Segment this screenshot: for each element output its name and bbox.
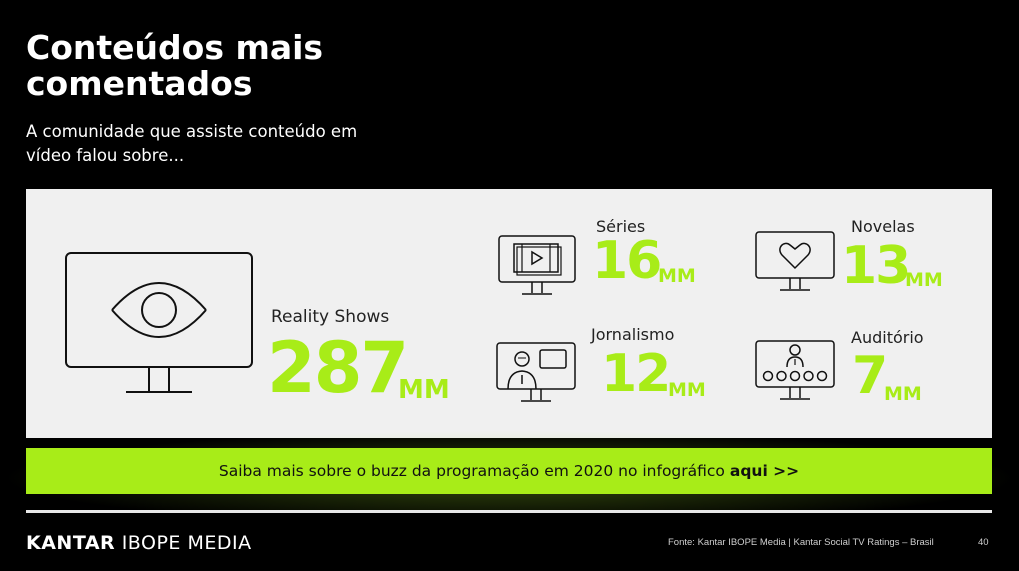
jornalismo-value: 12 <box>601 344 671 404</box>
heart-monitor-icon <box>755 231 835 291</box>
footer-divider <box>26 510 992 513</box>
jornalismo-label: Jornalismo <box>591 325 675 344</box>
novelas-unit: MM <box>905 269 943 291</box>
reality-shows-unit: MM <box>398 375 450 405</box>
jornalismo-unit: MM <box>668 379 706 401</box>
kantar-ibope-logo: KANTAR IBOPE MEDIA <box>26 532 252 554</box>
novelas-label: Novelas <box>851 217 915 236</box>
series-unit: MM <box>658 265 696 287</box>
novelas-value: 13 <box>841 236 911 296</box>
page-title: Conteúdos mais comentados <box>26 28 324 103</box>
logo-ibope-media: IBOPE MEDIA <box>121 532 252 554</box>
news-monitor-icon <box>496 342 576 402</box>
stats-panel: Reality Shows 287 MM Séries 16 MM Novela… <box>26 189 992 438</box>
infographic-cta-banner[interactable]: Saiba mais sobre o buzz da programação e… <box>26 448 992 494</box>
auditorio-unit: MM <box>884 383 922 405</box>
series-value: 16 <box>592 231 662 291</box>
audience-monitor-icon <box>755 340 835 400</box>
auditorio-value: 7 <box>852 346 888 406</box>
film-monitor-icon <box>498 235 576 295</box>
auditorio-label: Auditório <box>851 328 924 347</box>
cta-text: Saiba mais sobre o buzz da programação e… <box>218 462 725 480</box>
source-note: Fonte: Kantar IBOPE Media | Kantar Socia… <box>668 537 934 548</box>
series-label: Séries <box>596 217 646 236</box>
reality-shows-value: 287 <box>267 327 409 409</box>
page-number: 40 <box>978 537 989 548</box>
cta-link[interactable]: aqui >> <box>729 462 800 480</box>
eye-monitor-icon <box>65 252 253 393</box>
logo-kantar: KANTAR <box>26 532 116 554</box>
page-subtitle: A comunidade que assiste conteúdo em víd… <box>26 122 358 165</box>
reality-shows-label: Reality Shows <box>271 307 390 327</box>
